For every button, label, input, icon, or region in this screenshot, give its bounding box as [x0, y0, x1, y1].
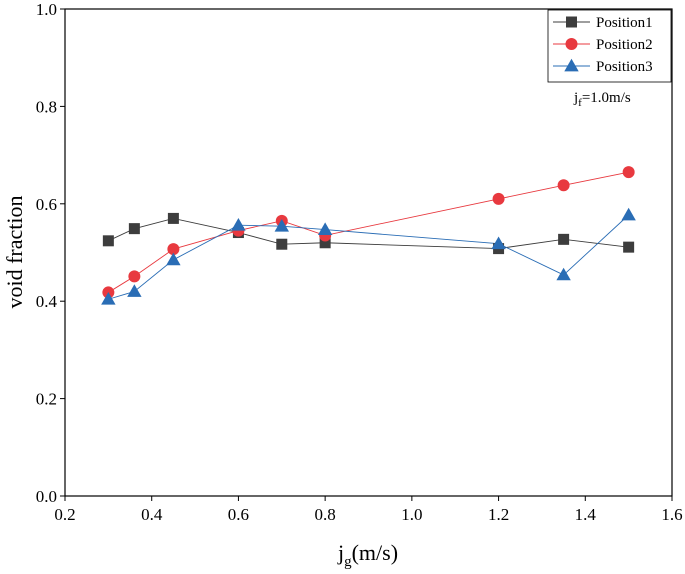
- data-point-position1: [319, 237, 331, 249]
- y-axis-title: void fraction: [2, 195, 27, 308]
- x-tick-label: 0.6: [228, 505, 249, 524]
- plot-area: [64, 8, 673, 497]
- x-tick-label: 1.2: [488, 505, 509, 524]
- data-point-position3: [556, 267, 571, 281]
- x-tick-label: 0.8: [315, 505, 336, 524]
- data-point-position2: [492, 192, 505, 205]
- legend: Position1 Position2 Position3: [547, 9, 672, 83]
- x-tick-label: 1.4: [575, 505, 597, 524]
- legend-marker: [565, 38, 578, 50]
- data-point-position3: [101, 292, 116, 305]
- y-tick-label: 0.4: [36, 292, 58, 311]
- data-point-position1: [623, 241, 635, 253]
- data-point-position3: [317, 222, 333, 236]
- data-point-position3: [274, 219, 289, 232]
- data-point-position3: [621, 207, 636, 221]
- data-point-position2: [622, 166, 635, 179]
- y-tick-label: 1.0: [36, 0, 57, 19]
- legend-label: Position2: [596, 37, 653, 53]
- data-point-position1: [167, 212, 179, 224]
- data-point-position2: [557, 179, 570, 192]
- x-axis-title-sub: g: [344, 554, 352, 570]
- flow-annotation: jf=1.0m/s: [573, 90, 631, 109]
- data-point-position2: [128, 270, 141, 283]
- annotation-sub: f: [578, 97, 582, 109]
- legend-marker: [566, 16, 577, 28]
- annotation-main: j: [573, 90, 578, 106]
- data-point-position1: [128, 223, 140, 235]
- axis-ticks: 0.2 0.4 0.6 0.8 1.0 1.2 1.4 1.60.00.20.40.60.81…: [36, 0, 683, 524]
- series-markers: [101, 166, 636, 305]
- data-point-position2: [167, 243, 180, 256]
- y-tick-label: 0.6: [36, 195, 57, 214]
- x-tick-label: 1.6: [661, 505, 682, 524]
- data-point-position1: [102, 235, 114, 247]
- legend-marker: [564, 58, 579, 72]
- annotation-rest: =1.0m/s: [582, 90, 631, 106]
- x-tick-label: 0.4: [141, 505, 163, 524]
- y-tick-label: 0.2: [36, 390, 57, 409]
- x-axis-title-rest: (m/s): [352, 540, 398, 565]
- data-point-position1: [276, 238, 288, 250]
- data-point-position1: [558, 233, 570, 245]
- x-tick-label: 1.0: [401, 505, 422, 524]
- x-axis-title-main: j: [337, 540, 344, 565]
- y-tick-label: 0.8: [36, 97, 57, 116]
- legend-label: Position1: [596, 15, 653, 31]
- legend-items: Position1 Position2 Position3: [553, 15, 653, 75]
- legend-label: Position3: [596, 59, 653, 75]
- data-point-position3: [491, 236, 506, 250]
- data-point-position3: [166, 252, 181, 266]
- data-point-position3: [127, 284, 142, 297]
- x-axis-title: jg(m/s): [337, 540, 398, 570]
- data-point-position3: [231, 218, 246, 231]
- y-tick-label: 0.0: [36, 487, 57, 506]
- x-tick-label: 0.2: [54, 505, 75, 524]
